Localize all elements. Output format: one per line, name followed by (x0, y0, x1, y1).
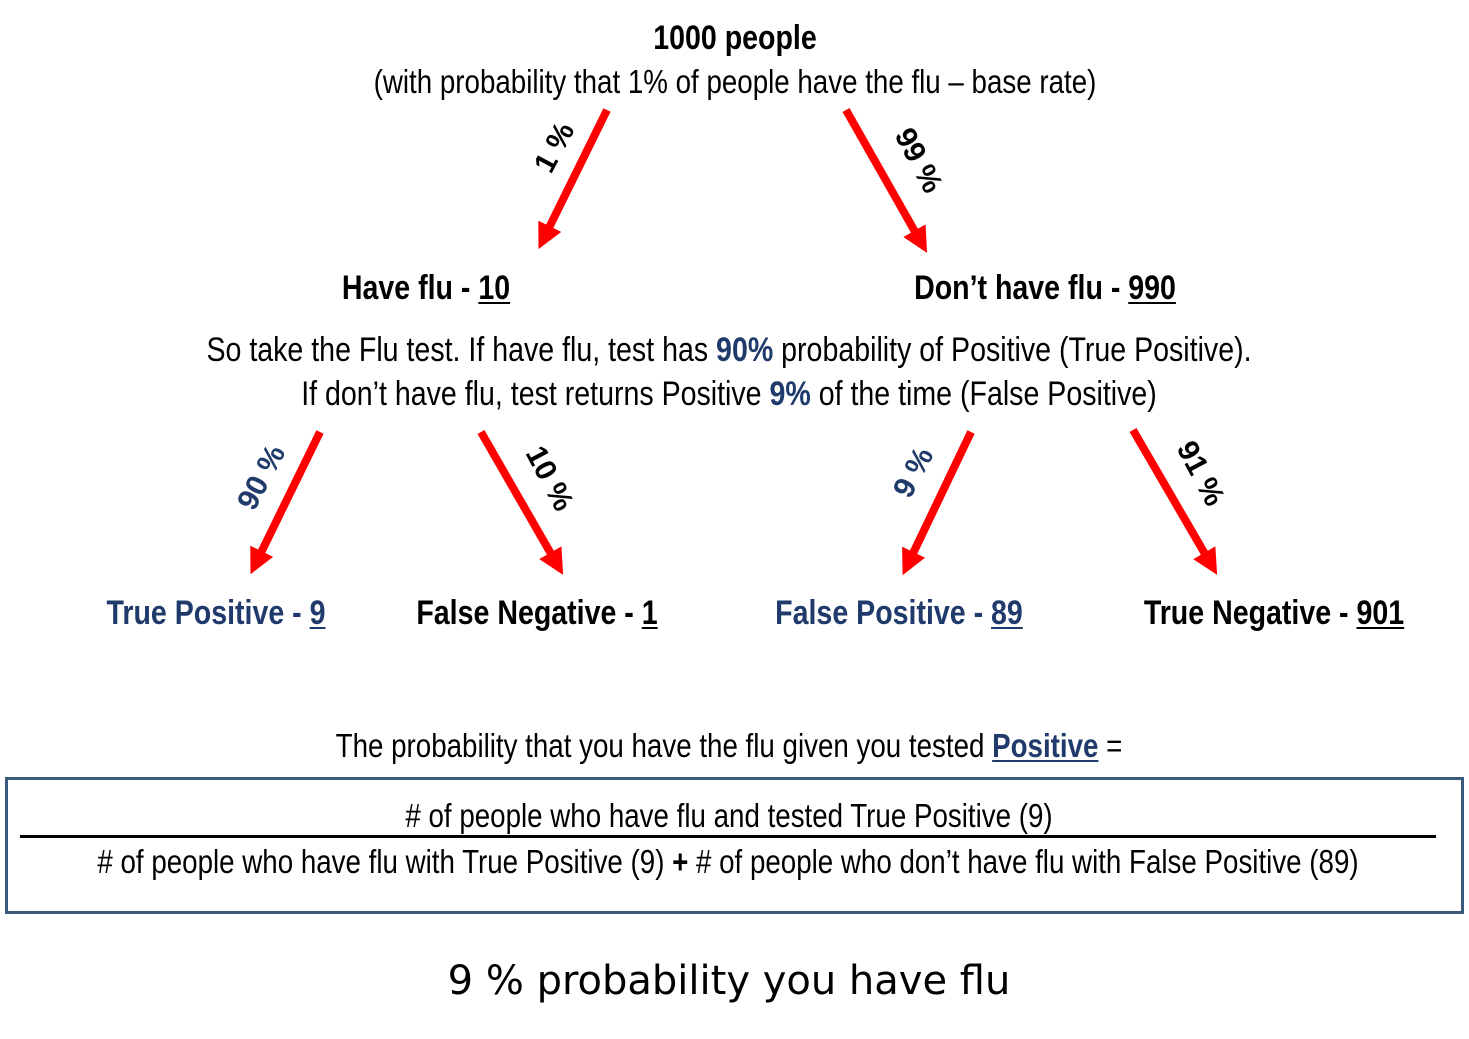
root-title: 1000 people (638, 21, 833, 55)
test-line2-highlight: 9% (769, 375, 811, 413)
arrow-to-true-positive (250, 430, 324, 575)
test-description-line1: So take the Flu test. If have flu, test … (107, 333, 1351, 367)
true-negative-label: True Negative - (1143, 594, 1357, 632)
test-line1-highlight: 90% (716, 331, 774, 369)
have-flu-label: Have flu - (341, 269, 479, 307)
pct-label-false-positive: 9 % (887, 442, 940, 503)
true-negative-count: 901 (1356, 594, 1405, 632)
pct-label-no-flu: 99 % (888, 123, 949, 199)
have-flu-count: 10 (478, 269, 511, 307)
no-flu-label: Don’t have flu - (914, 269, 1129, 307)
denominator-part1: # of people who have flu with True Posit… (97, 843, 673, 880)
false-positive-label: False Positive - (775, 594, 992, 632)
denominator-part2: # of people who don’t have flu with Fals… (688, 843, 1359, 880)
pct-label-true-negative: 91 % (1170, 436, 1231, 512)
node-true-negative: True Negative - 901 (1119, 596, 1429, 630)
pct-label-have-flu: 1 % (528, 117, 581, 178)
arrow-to-false-positive (902, 430, 975, 576)
numerator-text: # of people who have flu and tested True… (405, 797, 1053, 834)
formula-box (5, 777, 1464, 914)
no-flu-count: 990 (1128, 269, 1176, 307)
test-line2-part2: of the time (False Positive) (810, 375, 1157, 413)
true-positive-label: True Positive - (106, 594, 310, 632)
arrow-to-false-negative (477, 430, 564, 575)
base-rate-note: (with probability that 1% of people have… (305, 65, 1165, 98)
base-rate-text: (with probability that 1% of people have… (373, 63, 1097, 100)
test-line1-part1: So take the Flu test. If have flu, test … (206, 331, 717, 369)
false-positive-count: 89 (991, 594, 1023, 632)
node-true-positive: True Positive - 9 (86, 596, 347, 630)
node-false-negative: False Negative - 1 (393, 596, 680, 630)
formula-numerator: # of people who have flu and tested True… (344, 799, 1114, 832)
fraction-line (20, 835, 1436, 838)
formula-denominator: # of people who have flu with True Posit… (0, 845, 1469, 878)
question-suffix: = (1098, 727, 1123, 764)
node-have-flu: Have flu - 10 (326, 271, 526, 305)
node-false-positive: False Positive - 89 (752, 596, 1047, 630)
question-keyword: Positive (992, 727, 1099, 764)
arrow-to-true-negative (1129, 427, 1218, 575)
true-positive-count: 9 (309, 594, 326, 632)
test-line1-part2: probability of Positive (True Positive). (773, 331, 1252, 369)
pct-label-false-negative: 10 % (519, 441, 580, 517)
question-prefix: The probability that you have the flu gi… (335, 727, 993, 764)
node-no-flu: Don’t have flu - 990 (889, 271, 1201, 305)
result-text: 9 % probability you have flu (447, 958, 1011, 1004)
arrow-to-no-flu (842, 108, 928, 253)
arrow-to-have-flu (538, 108, 611, 250)
probability-question: The probability that you have the flu gi… (261, 729, 1198, 762)
test-description-line2: If don’t have flu, test returns Positive… (220, 377, 1239, 411)
false-negative-count: 1 (641, 594, 658, 632)
root-count-label: 1000 people (653, 19, 817, 57)
false-negative-label: False Negative - (416, 594, 642, 632)
test-line2-part1: If don’t have flu, test returns Positive (301, 375, 770, 413)
plus-sign: + (672, 843, 689, 880)
